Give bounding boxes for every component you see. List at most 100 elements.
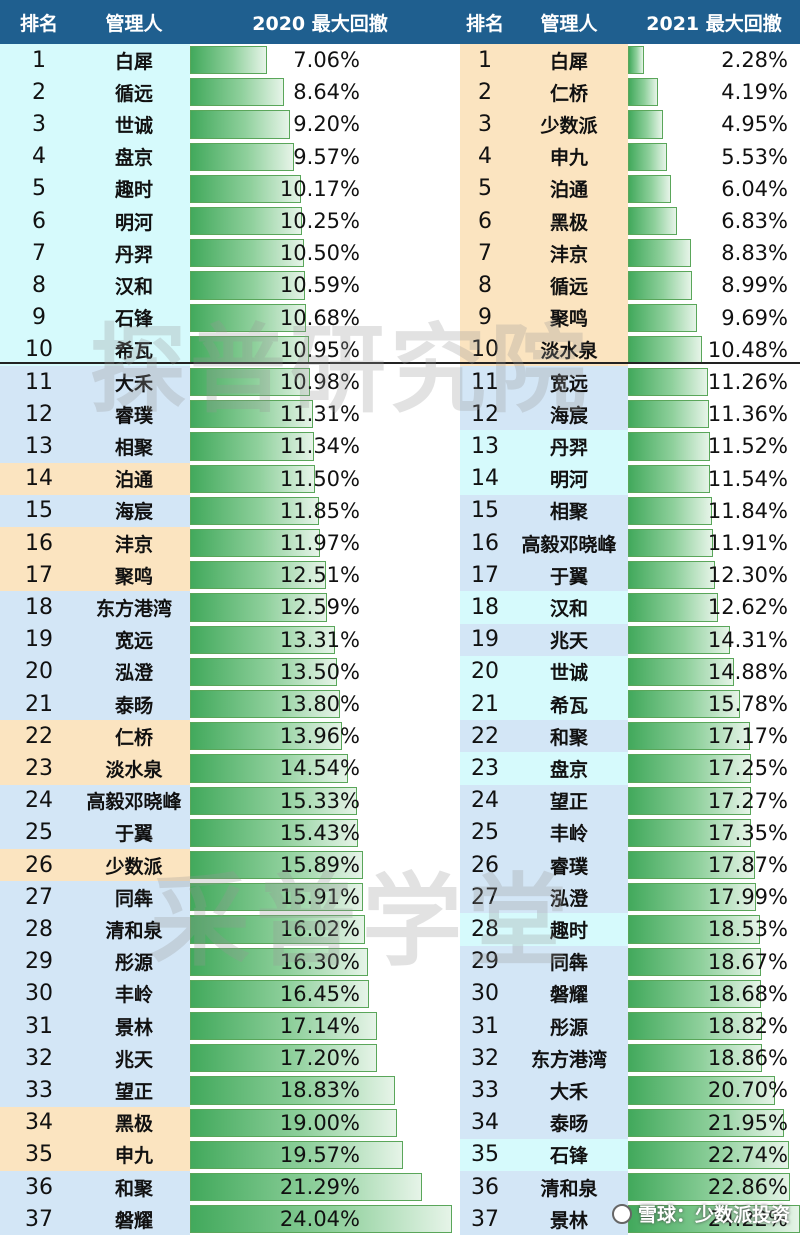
manager-name: 泰旸 [78,688,190,721]
rank-cell: 26 [460,849,510,882]
rank-cell: 14 [460,462,510,495]
rank-cell: 31 [460,1010,510,1043]
drawdown-bar [628,239,691,268]
rank-cell: 20 [0,655,78,688]
rank-cell: 1 [460,44,510,77]
manager-name: 仁桥 [78,720,190,753]
rank-cell: 22 [460,720,510,753]
rank-cell: 9 [0,301,78,334]
drawdown-value: 11.54% [707,466,788,491]
manager-name: 相聚 [510,494,628,527]
manager-name: 趣时 [510,913,628,946]
drawdown-bar [628,1044,762,1073]
manager-name: 大禾 [510,1074,628,1107]
manager-name: 泰旸 [510,1106,628,1139]
manager-name: 石锋 [78,301,190,334]
drawdown-value: 14.88% [707,659,788,684]
drawdown-value: 9.57% [293,144,360,169]
rank-cell: 15 [460,494,510,527]
rank-cell: 17 [0,559,78,592]
drawdown-bar [190,110,291,139]
drawdown-value: 5.53% [721,144,788,169]
drawdown-bar [190,174,301,203]
manager-name: 丰岭 [78,977,190,1010]
drawdown-value: 11.84% [707,498,788,523]
drawdown-value: 19.00% [279,1110,360,1135]
drawdown-value: 15.33% [279,788,360,813]
manager-name: 丹羿 [78,237,190,270]
drawdown-bar [190,979,370,1008]
drawdown-value: 11.91% [707,531,788,556]
rank-cell: 9 [460,301,510,334]
rank-cell: 12 [0,398,78,431]
rank-cell: 13 [0,430,78,463]
drawdown-bar [628,883,756,912]
header-metric-2020: 2020 最大回撤 [190,0,450,44]
drawdown-value: 17.35% [707,820,788,845]
manager-name: 黑极 [510,205,628,238]
drawdown-bar [190,303,307,332]
rank-cell: 25 [460,816,510,849]
drawdown-bar [628,593,718,622]
rank-cell: 18 [0,591,78,624]
manager-name: 盘京 [510,752,628,785]
manager-name: 景林 [78,1010,190,1043]
drawdown-value: 11.50% [279,466,360,491]
rank-cell: 7 [0,237,78,270]
drawdown-bar [628,303,697,332]
manager-name: 清和泉 [510,1171,628,1204]
header-rank-left: 排名 [0,0,78,44]
drawdown-value: 10.17% [279,176,360,201]
manager-name: 申九 [78,1138,190,1171]
drawdown-bar [190,1140,404,1169]
rank-cell: 16 [460,527,510,560]
drawdown-bar [190,142,295,171]
manager-name: 趣时 [78,172,190,205]
drawdown-bar [628,335,703,364]
manager-name: 彤源 [78,945,190,978]
drawdown-value: 10.50% [279,241,360,266]
drawdown-bar [190,207,302,236]
drawdown-value: 17.25% [707,756,788,781]
drawdown-value: 10.95% [279,337,360,362]
rank-cell: 26 [0,849,78,882]
manager-name: 明河 [78,205,190,238]
manager-name: 希瓦 [78,333,190,366]
drawdown-value: 16.45% [279,981,360,1006]
rank-cell: 19 [460,623,510,656]
drawdown-bar [628,979,761,1008]
drawdown-bar [628,1173,791,1202]
drawdown-value: 11.97% [279,531,360,556]
drawdown-bar [628,754,751,783]
manager-name: 泓澄 [78,655,190,688]
drawdown-bar [628,78,658,107]
manager-name: 泓澄 [510,881,628,914]
header-manager-right: 管理人 [510,0,628,44]
manager-name: 世诚 [510,655,628,688]
rank-cell: 21 [0,688,78,721]
rank-cell: 28 [0,913,78,946]
manager-name: 聚鸣 [78,559,190,592]
drawdown-bar [190,78,285,107]
drawdown-value: 9.20% [293,112,360,137]
rank-cell: 11 [0,366,78,399]
drawdown-value: 17.17% [707,724,788,749]
manager-name: 沣京 [510,237,628,270]
drawdown-value: 10.48% [707,337,788,362]
rank-cell: 10 [460,333,510,366]
drawdown-bar [628,851,755,880]
manager-name: 仁桥 [510,76,628,109]
manager-name: 循远 [78,76,190,109]
drawdown-bar [190,561,327,590]
drawdown-bar [628,496,713,525]
drawdown-bar [190,883,364,912]
drawdown-value: 13.96% [279,724,360,749]
rank-cell: 6 [460,205,510,238]
drawdown-bar [190,947,368,976]
drawdown-bar [190,818,359,847]
rank-cell: 12 [460,398,510,431]
manager-name: 睿璞 [78,398,190,431]
rank-cell: 17 [460,559,510,592]
drawdown-bar [190,496,320,525]
rank-cell: 1 [0,44,78,77]
